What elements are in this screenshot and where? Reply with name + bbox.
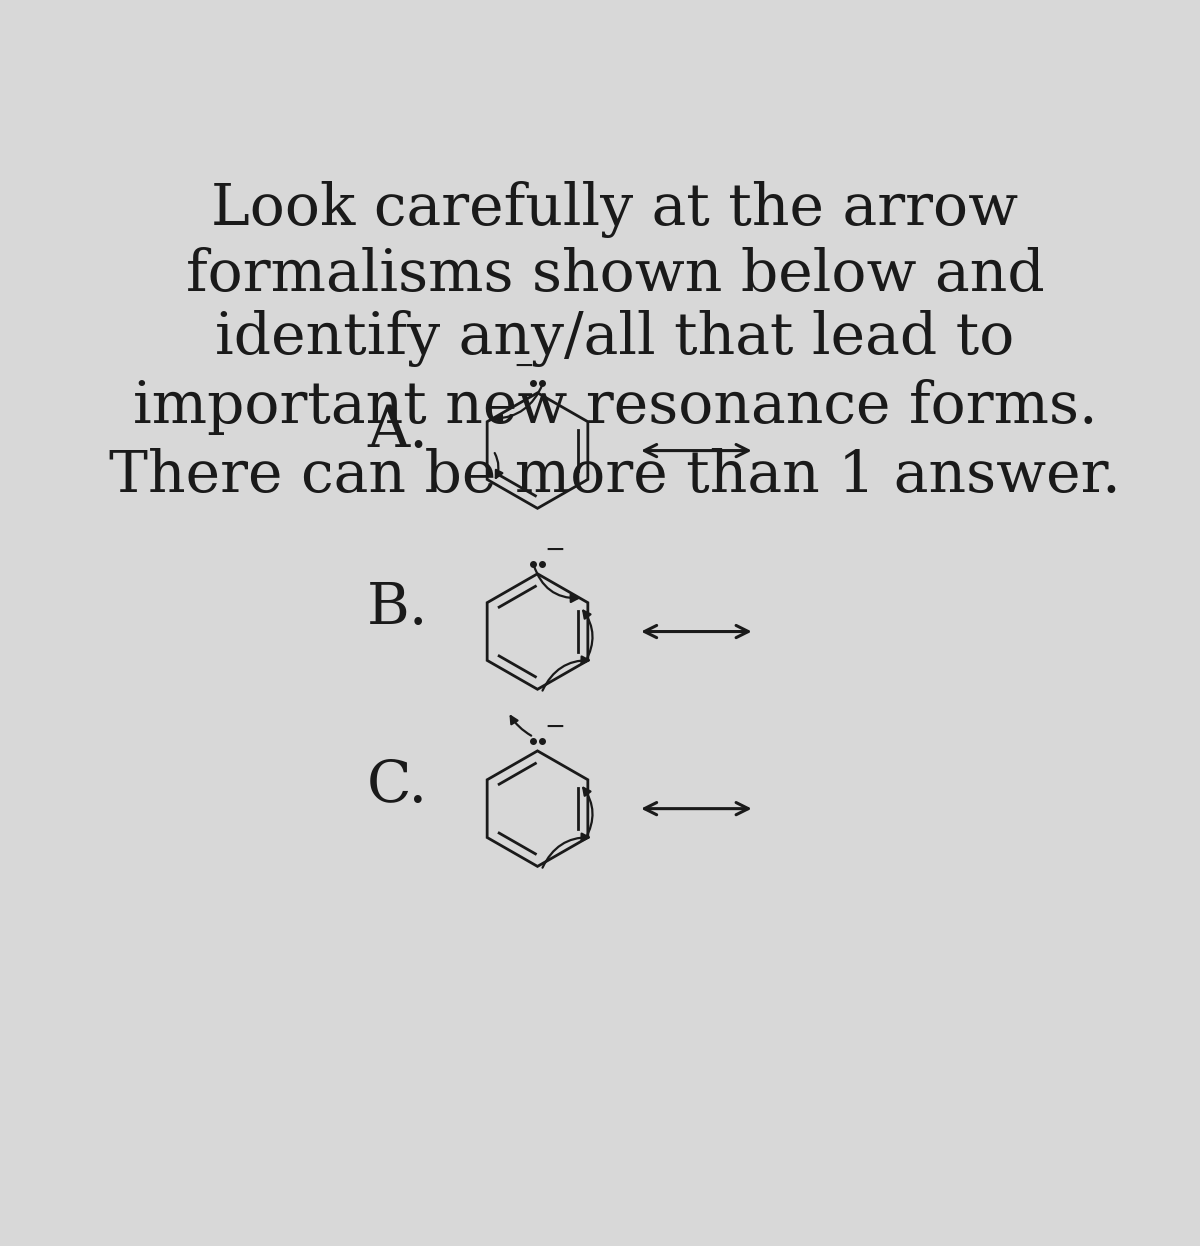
Text: B.: B.	[367, 581, 428, 637]
Text: identify any/all that lead to: identify any/all that lead to	[215, 310, 1015, 366]
Text: formalisms shown below and: formalisms shown below and	[186, 247, 1044, 303]
Text: −: −	[514, 354, 534, 378]
Text: −: −	[544, 538, 565, 562]
Text: Look carefully at the arrow: Look carefully at the arrow	[211, 181, 1019, 238]
Text: C.: C.	[367, 758, 428, 814]
Text: There can be more than 1 answer.: There can be more than 1 answer.	[109, 449, 1121, 505]
Text: A.: A.	[367, 404, 428, 460]
Text: −: −	[544, 715, 565, 739]
Text: important new resonance forms.: important new resonance forms.	[133, 379, 1097, 435]
